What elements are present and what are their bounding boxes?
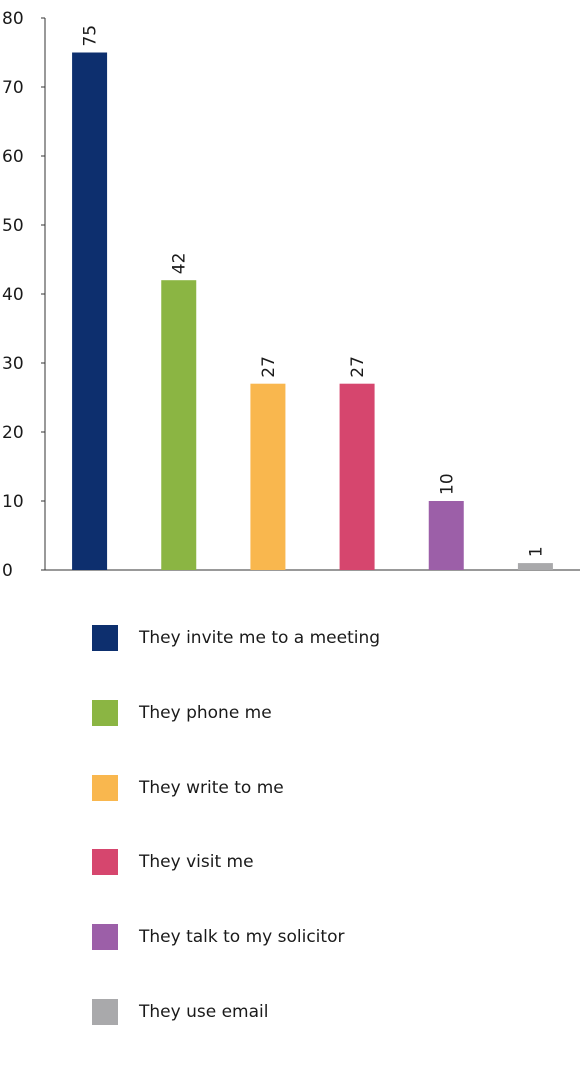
y-tick-label: 10 <box>2 492 24 512</box>
legend-item: They visit me <box>92 849 380 876</box>
bar-6 <box>517 563 553 570</box>
y-tick-label: 70 <box>2 78 24 98</box>
data-label-6: 1 <box>526 546 546 557</box>
y-tick-label: 0 <box>2 561 13 581</box>
legend-swatch <box>92 998 118 1025</box>
y-axis: 0 10 20 30 40 50 60 70 80 <box>2 9 46 581</box>
data-label-4: 27 <box>348 356 368 378</box>
legend-label: They invite me to a meeting <box>139 628 381 648</box>
bar-5 <box>428 501 464 570</box>
data-label-5: 10 <box>437 473 457 495</box>
bar-chart: 0 10 20 30 40 50 60 70 80 75 42 27 27 10 1 <box>2 9 580 581</box>
y-tick-label: 50 <box>2 216 24 236</box>
legend-label: They phone me <box>139 702 272 723</box>
legend-item: They write to me <box>92 774 380 801</box>
bar-4 <box>339 383 375 570</box>
data-label-3: 27 <box>259 356 279 378</box>
legend-swatch <box>92 774 118 801</box>
legend-item: They invite me to a meeting <box>92 625 380 651</box>
legend-item: They phone me <box>92 699 380 726</box>
y-tick-label: 60 <box>2 147 24 167</box>
bar-1 <box>72 52 108 570</box>
y-tick-label: 20 <box>2 423 24 443</box>
y-tick-label: 40 <box>2 285 24 305</box>
data-labels: 75 42 27 27 10 1 <box>81 25 547 557</box>
data-label-2: 42 <box>170 253 190 275</box>
legend-swatch <box>92 699 118 726</box>
legend-label: They visit me <box>139 852 254 873</box>
legend-swatch <box>92 849 118 876</box>
legend-item: They talk to my solicitor <box>92 924 380 951</box>
legend-swatch <box>92 625 118 651</box>
legend-item: They use email <box>92 998 380 1025</box>
data-label-1: 75 <box>81 25 101 47</box>
bar-2 <box>161 280 197 570</box>
legend: They invite me to a meeting They phone me… <box>92 625 380 1074</box>
legend-label: They write to me <box>139 777 284 798</box>
y-tick-label: 80 <box>2 9 24 29</box>
legend-label: They use email <box>139 1001 269 1022</box>
bars <box>72 52 553 570</box>
legend-swatch <box>92 924 118 951</box>
y-tick-label: 30 <box>2 354 24 374</box>
bar-3 <box>250 383 286 570</box>
legend-label: They talk to my solicitor <box>139 927 345 948</box>
